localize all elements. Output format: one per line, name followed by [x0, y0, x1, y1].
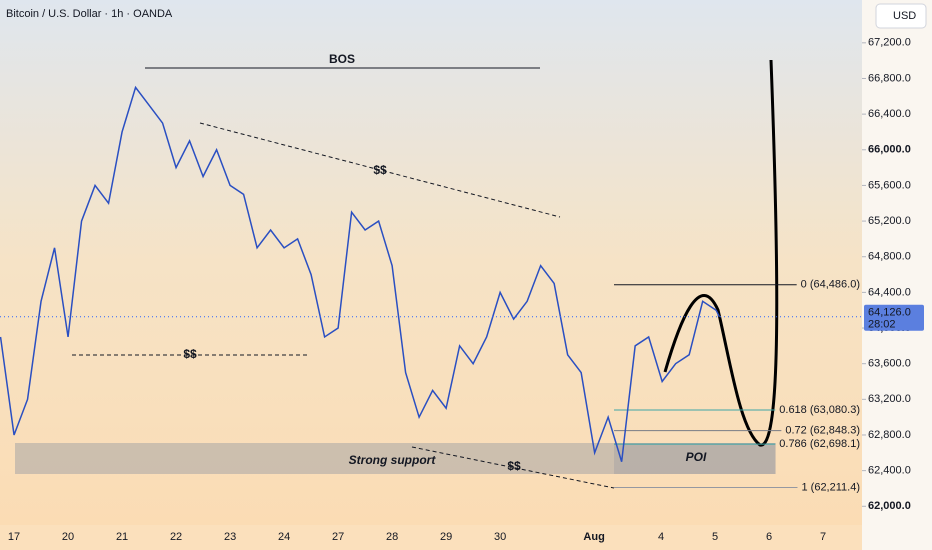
poi-zone [614, 443, 776, 474]
x-tick-label: Aug [583, 531, 604, 543]
annotation: BOS [329, 52, 355, 66]
x-tick-label: 17 [8, 531, 20, 543]
trend-line [199, 122, 561, 218]
fib-label: 0 (64,486.0) [801, 279, 860, 291]
y-tick-label: 62,400.0 [868, 465, 911, 477]
x-tick-label: 28 [386, 531, 398, 543]
axis-background [862, 0, 932, 550]
x-tick-label: 27 [332, 531, 344, 543]
y-tick-label: 62,000.0 [868, 500, 911, 512]
x-tick-label: 4 [658, 531, 664, 543]
x-tick-label: 22 [170, 531, 182, 543]
y-tick-label: 65,200.0 [868, 215, 911, 227]
y-tick-label: 67,200.0 [868, 37, 911, 49]
y-tick-label: 62,800.0 [868, 429, 911, 441]
price-line [0, 85, 721, 462]
y-tick-label: 66,000.0 [868, 144, 911, 156]
x-tick-label: 30 [494, 531, 506, 543]
annotation: $$ [183, 347, 197, 361]
annotation: Strong support [349, 453, 437, 467]
fib-label: 1 (62,211.4) [801, 481, 860, 493]
y-tick-label: 64,800.0 [868, 251, 911, 263]
y-tick-label: 66,800.0 [868, 72, 911, 84]
x-axis-background [0, 525, 862, 550]
y-tick-label: 63,600.0 [868, 358, 911, 370]
price-tag-label: 64,126.0 [868, 307, 911, 319]
fib-label: 0.618 (63,080.3) [779, 404, 860, 416]
x-tick-label: 21 [116, 531, 128, 543]
x-tick-label: 5 [712, 531, 718, 543]
y-tick-label: 66,400.0 [868, 108, 911, 120]
fib-label: 0.72 (62,848.3) [785, 425, 860, 437]
y-tick-label: 63,200.0 [868, 393, 911, 405]
annotation: $$ [507, 459, 521, 473]
y-tick-label: 64,400.0 [868, 286, 911, 298]
price-tag [864, 304, 924, 331]
annotation: POI [686, 450, 707, 464]
x-tick-label: 20 [62, 531, 74, 543]
x-tick-label: 24 [278, 531, 290, 543]
y-tick-label: 65,600.0 [868, 179, 911, 191]
x-tick-label: 23 [224, 531, 236, 543]
currency-label[interactable]: USD [893, 10, 916, 22]
support-zone [15, 443, 775, 474]
chart-title: Bitcoin / U.S. Dollar · 1h · OANDA [6, 8, 173, 20]
currency-button[interactable] [875, 3, 927, 29]
x-tick-label: 6 [766, 531, 772, 543]
trend-line [411, 446, 615, 489]
annotation: $$ [373, 163, 387, 177]
plot-background [0, 0, 862, 525]
x-tick-label: 7 [820, 531, 826, 543]
fib-label: 0.786 (62,698.1) [779, 438, 860, 450]
countdown-label: 28:02 [868, 319, 896, 331]
x-tick-label: 29 [440, 531, 452, 543]
